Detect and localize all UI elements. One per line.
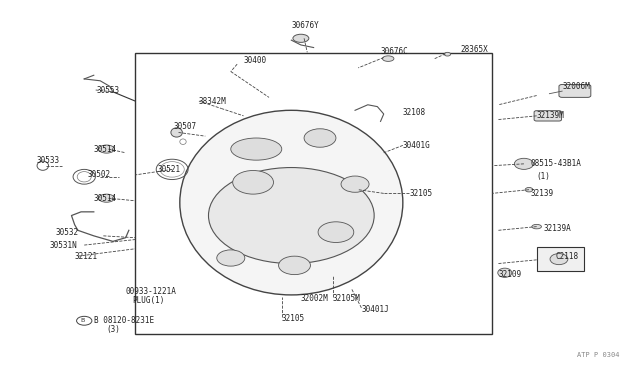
Text: 30401G: 30401G — [403, 141, 431, 150]
Ellipse shape — [383, 56, 394, 61]
Ellipse shape — [171, 128, 182, 137]
Circle shape — [318, 222, 354, 243]
Bar — [537, 247, 584, 271]
Circle shape — [278, 256, 310, 275]
Text: C2118: C2118 — [556, 251, 579, 261]
Text: 32108: 32108 — [403, 108, 426, 117]
Ellipse shape — [180, 110, 403, 295]
Ellipse shape — [532, 224, 541, 229]
Circle shape — [209, 167, 374, 263]
Text: 30676C: 30676C — [381, 47, 408, 56]
Circle shape — [233, 170, 273, 194]
Circle shape — [341, 176, 369, 192]
Text: 32105: 32105 — [282, 314, 305, 323]
Text: 30521: 30521 — [157, 165, 180, 174]
Circle shape — [217, 250, 245, 266]
Circle shape — [515, 158, 534, 169]
Ellipse shape — [498, 268, 512, 278]
Text: 30533: 30533 — [36, 155, 60, 165]
Text: 28365X: 28365X — [460, 45, 488, 54]
Text: 30676Y: 30676Y — [291, 21, 319, 30]
Text: 32105: 32105 — [409, 189, 433, 198]
Text: 08515-43B1A: 08515-43B1A — [531, 159, 581, 169]
FancyBboxPatch shape — [559, 84, 591, 97]
Text: 32139A: 32139A — [543, 224, 571, 233]
Ellipse shape — [99, 194, 115, 202]
Text: 30507: 30507 — [173, 122, 196, 131]
Text: 32121: 32121 — [75, 251, 98, 261]
Text: 00933-1221A: 00933-1221A — [125, 287, 177, 296]
Text: B: B — [80, 318, 84, 323]
Text: 32006M: 32006M — [562, 82, 590, 91]
Text: (3): (3) — [106, 326, 120, 334]
Text: 30514: 30514 — [94, 195, 117, 203]
Ellipse shape — [99, 145, 115, 153]
FancyBboxPatch shape — [534, 111, 561, 121]
Ellipse shape — [231, 138, 282, 160]
Text: (1): (1) — [537, 172, 550, 181]
Text: 32105M: 32105M — [333, 294, 360, 303]
Text: 32109: 32109 — [499, 270, 522, 279]
Ellipse shape — [550, 254, 568, 264]
Text: 30401J: 30401J — [362, 305, 389, 314]
Ellipse shape — [525, 187, 533, 192]
Text: 32139: 32139 — [531, 189, 554, 198]
Ellipse shape — [304, 129, 336, 147]
Text: 32002M: 32002M — [301, 294, 328, 303]
Text: 30531N: 30531N — [49, 241, 77, 250]
Text: ATP P 0304: ATP P 0304 — [577, 352, 620, 358]
Text: 30532: 30532 — [56, 228, 79, 237]
Ellipse shape — [293, 34, 309, 42]
Text: 30514: 30514 — [94, 145, 117, 154]
Text: 38342M: 38342M — [199, 97, 227, 106]
Text: PLUG(1): PLUG(1) — [132, 296, 164, 305]
Bar — [135, 53, 492, 334]
Text: 30553: 30553 — [97, 86, 120, 94]
Text: 32139M: 32139M — [537, 111, 564, 121]
Text: 30400: 30400 — [244, 56, 267, 65]
Text: B 08120-8231E: B 08120-8231E — [94, 316, 154, 325]
Text: 30502: 30502 — [88, 170, 111, 179]
Ellipse shape — [444, 52, 451, 56]
